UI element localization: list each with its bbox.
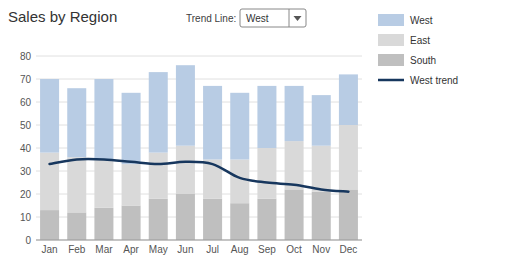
bar-segment: [149, 199, 168, 240]
y-tick-label: 0: [25, 235, 31, 246]
legend-label: West: [410, 15, 433, 26]
dropdown-divider: [289, 9, 290, 27]
y-tick-label: 80: [20, 51, 32, 62]
bar-segment: [339, 189, 358, 240]
bar-segment: [312, 95, 331, 146]
bar-segment: [312, 146, 331, 192]
legend-label: South: [410, 55, 436, 66]
grid-line: [36, 79, 362, 80]
x-tick-label: Mar: [95, 244, 113, 255]
bar-segment: [285, 189, 304, 240]
chart-root: Sales by Region Trend Line: West 0 10 20 30 40 5…: [0, 0, 512, 268]
bar-segment: [94, 208, 113, 240]
chart-title: Sales by Region: [8, 8, 117, 25]
bar-segment: [176, 65, 195, 146]
x-tick-label: Oct: [286, 244, 302, 255]
bar-segment: [203, 199, 222, 240]
legend-swatch: [378, 14, 404, 26]
trend-value: West: [246, 13, 269, 24]
bar-segment: [67, 212, 86, 240]
bar-segment: [67, 88, 86, 157]
bar-segment: [257, 199, 276, 240]
bar-segment: [203, 86, 222, 160]
bar-segment: [257, 148, 276, 199]
x-tick-label: Feb: [68, 244, 86, 255]
bar-segment: [257, 86, 276, 148]
bar-segment: [149, 153, 168, 199]
x-tick-label: Jun: [177, 244, 193, 255]
bar-segment: [122, 206, 141, 241]
grid-line: [36, 240, 362, 241]
trend-line: [50, 159, 349, 192]
y-tick-label: 20: [20, 189, 32, 200]
trend-label: Trend Line:: [186, 13, 236, 24]
x-tick-label: May: [149, 244, 168, 255]
bar-segment: [285, 86, 304, 141]
bar-segment: [176, 194, 195, 240]
bar-segment: [122, 93, 141, 164]
y-tick-label: 40: [20, 143, 32, 154]
x-tick-label: Jan: [42, 244, 58, 255]
bar-segment: [176, 146, 195, 194]
legend-swatch: [378, 54, 404, 66]
bar-segment: [40, 210, 59, 240]
y-tick-label: 30: [20, 166, 32, 177]
legend-swatch: [378, 34, 404, 46]
x-tick-label: Sep: [258, 244, 276, 255]
bar-segment: [339, 74, 358, 125]
bar-segment: [94, 160, 113, 208]
legend-label: West trend: [410, 75, 458, 86]
trend-dropdown: [240, 9, 306, 27]
x-tick-label: Aug: [231, 244, 249, 255]
x-tick-label: Jul: [206, 244, 219, 255]
bar-segment: [230, 93, 249, 160]
y-tick-label: 10: [20, 212, 32, 223]
y-tick-label: 50: [20, 120, 32, 131]
grid-line: [36, 56, 362, 57]
x-axis-line: [36, 240, 362, 241]
legend-label: East: [410, 35, 430, 46]
bar-segment: [40, 153, 59, 211]
legend: West East South West trend: [378, 14, 458, 86]
plot-area: [40, 65, 358, 240]
bar-segment: [149, 72, 168, 153]
bar-segment: [40, 79, 59, 153]
legend-swatch: [378, 79, 404, 82]
bar-segment: [122, 164, 141, 205]
bar-segment: [230, 203, 249, 240]
y-tick-label: 60: [20, 97, 32, 108]
y-tick-label: 70: [20, 74, 32, 85]
bar-segment: [67, 157, 86, 212]
dropdown-arrow: [294, 16, 302, 21]
bar-segment: [285, 141, 304, 189]
bar-segment: [230, 160, 249, 204]
bar-segment: [94, 79, 113, 160]
bar-segment: [312, 192, 331, 240]
x-tick-label: Nov: [312, 244, 330, 255]
bar-segment: [339, 125, 358, 189]
x-tick-label: Apr: [123, 244, 139, 255]
x-tick-label: Dec: [340, 244, 358, 255]
